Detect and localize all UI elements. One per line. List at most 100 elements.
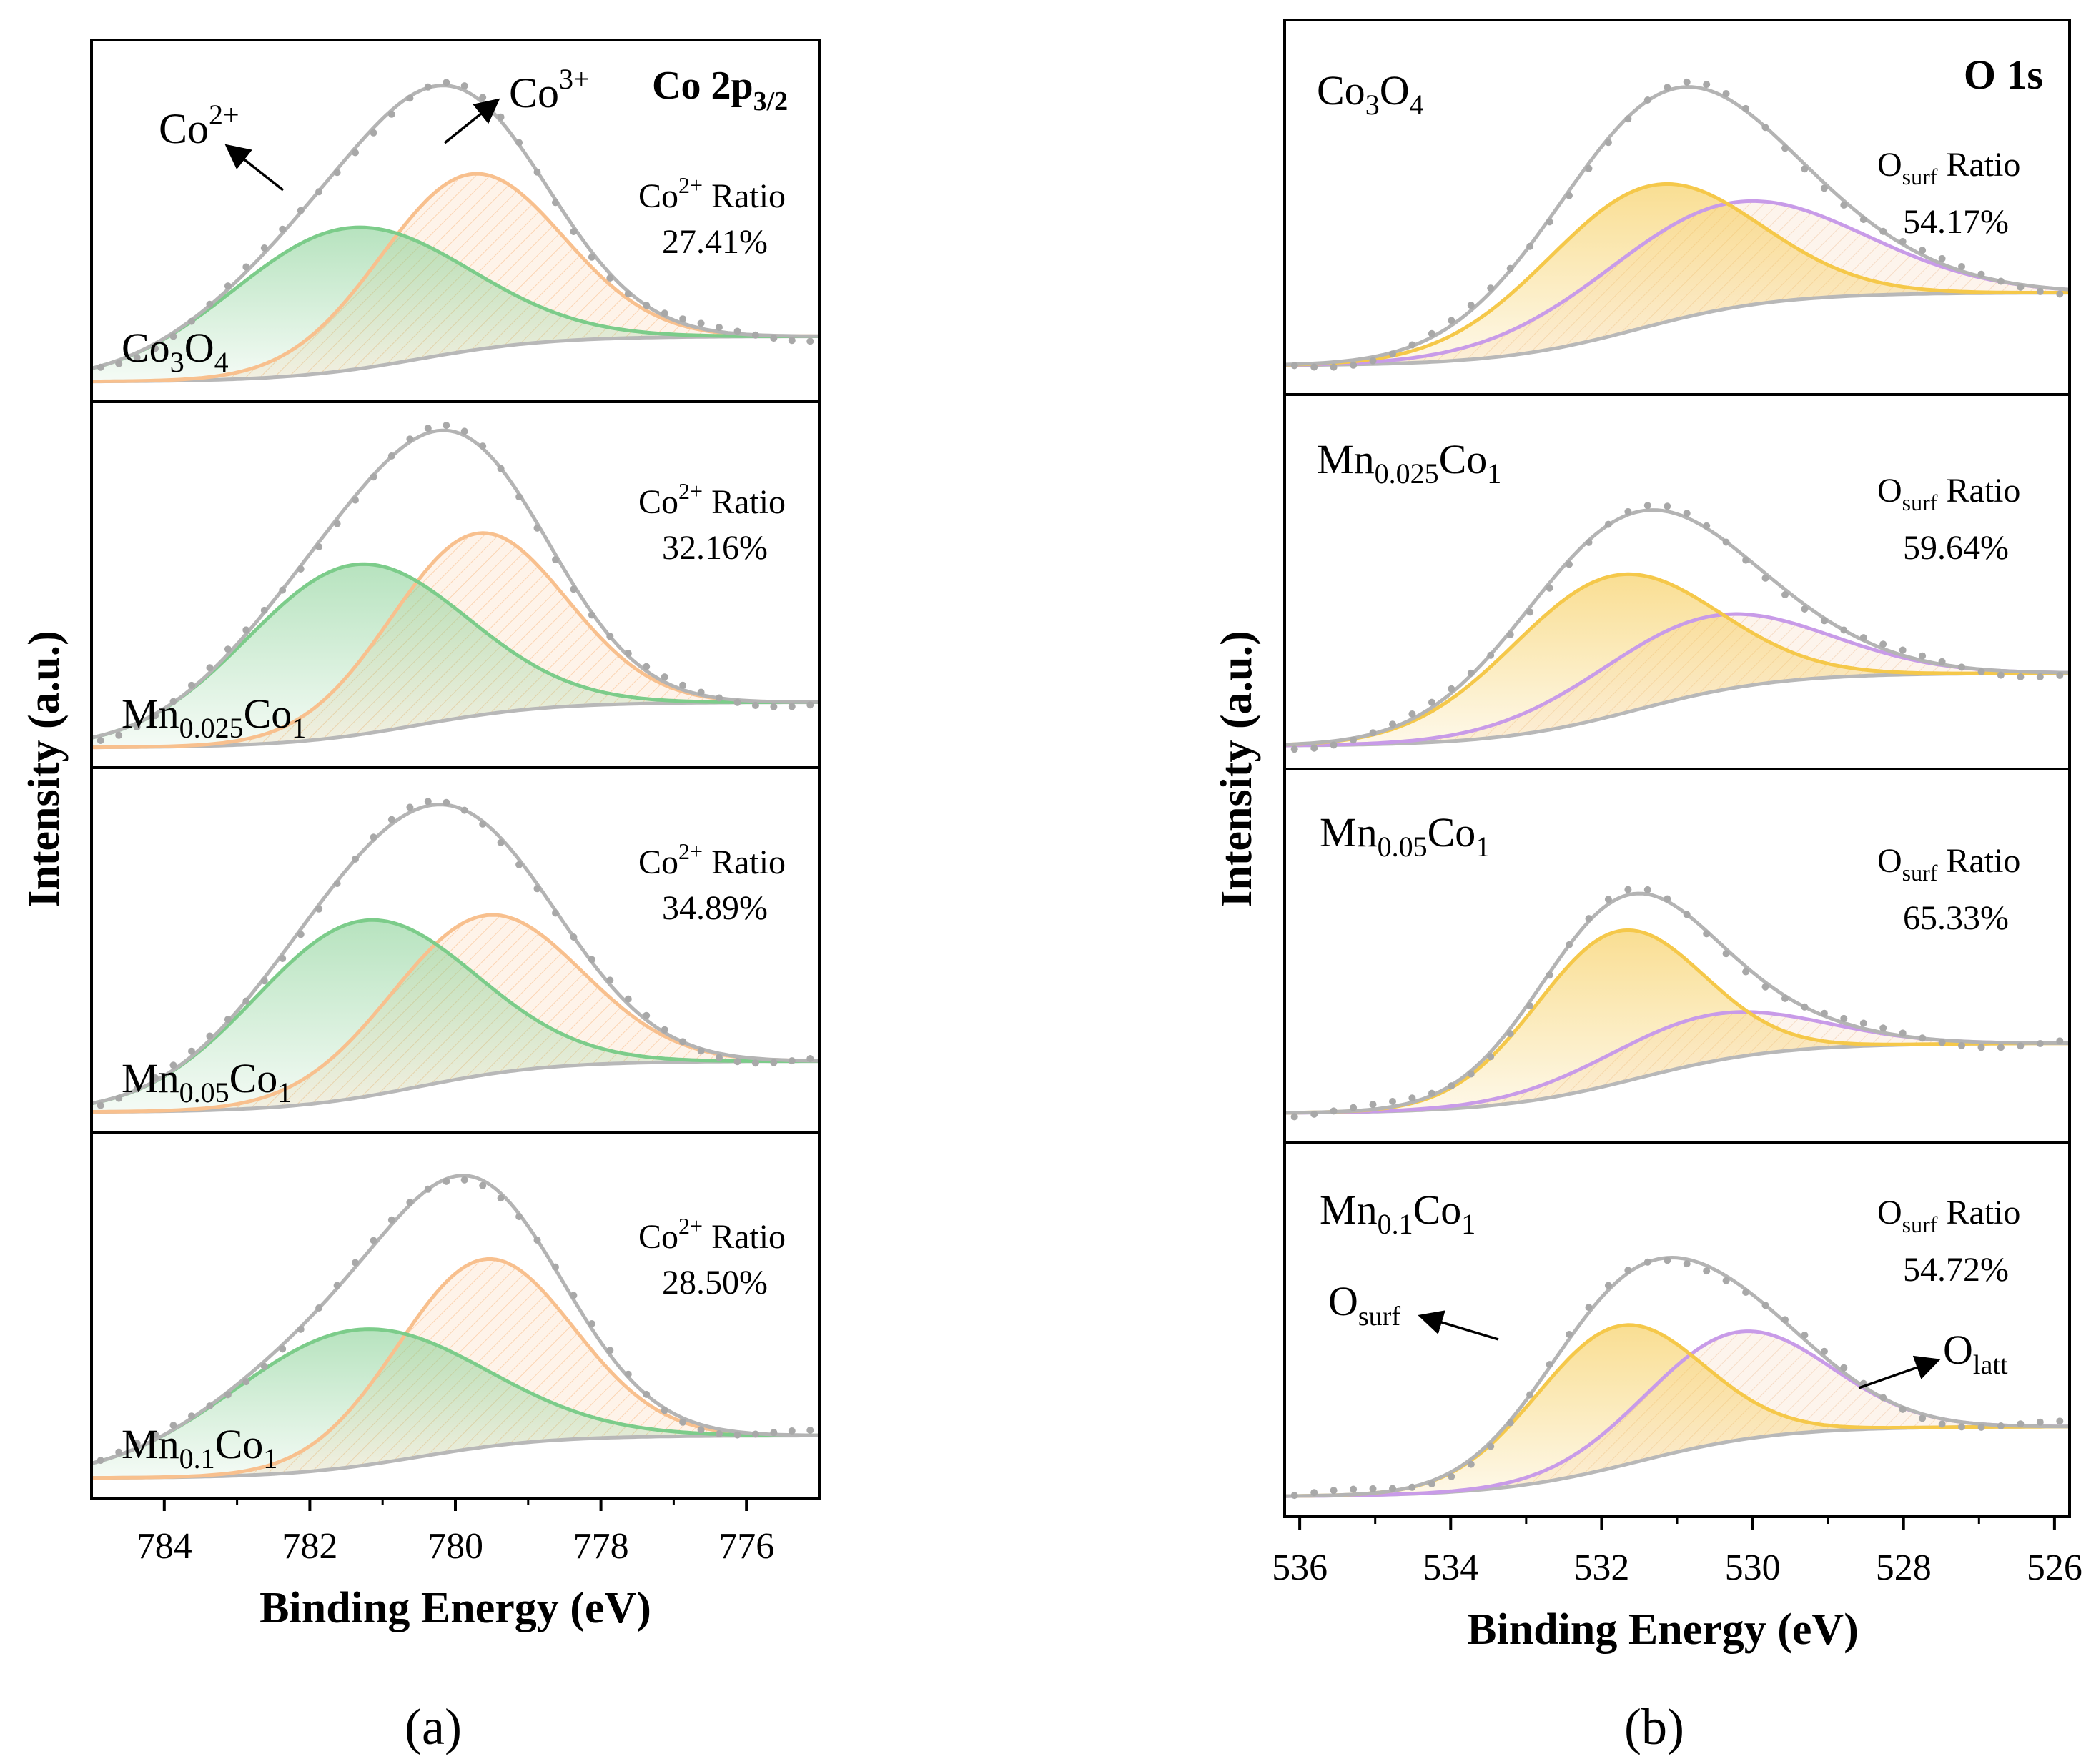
data-point	[1879, 227, 1887, 235]
ratio-value: 59.64%	[1903, 529, 2009, 567]
data-point	[1546, 218, 1553, 226]
data-point	[497, 838, 505, 846]
data-point	[661, 1407, 668, 1414]
data-point	[1350, 1485, 1358, 1493]
data-point	[1664, 84, 1671, 91]
data-point	[1624, 1267, 1632, 1274]
data-point	[1428, 1089, 1435, 1097]
data-point	[679, 681, 687, 689]
data-point	[1820, 1009, 1828, 1017]
data-point	[1761, 1302, 1769, 1309]
peak1-line	[91, 918, 819, 1106]
data-point	[133, 723, 141, 731]
data-point	[2056, 1037, 2064, 1045]
sample-label-mn0025co1: Mn0.025Co1	[122, 690, 306, 744]
data-point	[1369, 729, 1377, 737]
data-point	[716, 1054, 723, 1061]
data-point	[206, 1402, 214, 1410]
olatt-peak-label: Olatt	[1943, 1327, 2008, 1380]
data-point	[770, 703, 778, 710]
peak2-line	[1284, 199, 2070, 367]
peak1-area	[92, 920, 819, 1112]
co3-arrow	[443, 98, 500, 144]
x-tick-label: 530	[1725, 1547, 1781, 1588]
panel-a-annotations: Co3O4 Mn0.025Co1 Mn0.05Co1 Mn0.1Co1 Co2+…	[122, 172, 786, 1475]
data-point	[297, 931, 305, 938]
data-point	[479, 820, 487, 828]
peak1-area	[92, 564, 819, 748]
data-point	[806, 1055, 814, 1062]
panel-a-x-ticks: 784 782 780 778 776	[137, 1498, 774, 1567]
x-tick-label: 534	[1423, 1547, 1478, 1588]
data-point	[1624, 507, 1632, 515]
data-point	[2036, 1040, 2044, 1047]
data-point	[1506, 630, 1514, 638]
ratio-label: Osurf Ratio	[1877, 842, 2020, 886]
data-point	[1722, 1277, 1730, 1284]
panel-a-ylabel: Intensity (a.u.)	[20, 630, 69, 908]
data-point	[697, 1047, 705, 1055]
data-point	[1958, 1423, 1965, 1431]
data-point	[515, 493, 523, 501]
ratio-label: Osurf Ratio	[1877, 472, 2020, 515]
data-point	[1330, 363, 1338, 371]
data-point	[443, 1177, 450, 1185]
data-point	[1938, 1420, 1946, 1428]
data-point	[533, 1237, 541, 1244]
data-point	[242, 263, 250, 271]
data-point	[1369, 357, 1377, 365]
data-point	[1408, 341, 1416, 349]
data-point	[460, 427, 468, 435]
data-point	[1820, 1347, 1828, 1355]
data-point	[2056, 290, 2064, 298]
data-point	[1526, 608, 1534, 616]
data-point	[206, 1032, 214, 1040]
data-point	[333, 520, 341, 527]
data-point	[1428, 329, 1435, 337]
data-point	[1919, 1034, 1927, 1042]
data-point	[206, 664, 214, 672]
sample-label-mn005co1: Mn0.05Co1	[122, 1055, 292, 1109]
data-point	[1761, 124, 1769, 132]
data-point	[1566, 941, 1573, 948]
data-point	[188, 1047, 195, 1055]
panel-b: 536 534 532 530 528 526 O 1s Osurf Olatt Co3O…	[1212, 19, 2082, 1755]
peak1-area	[1285, 184, 2070, 365]
data-point	[169, 698, 177, 705]
data-point	[552, 199, 559, 207]
data-point	[297, 207, 305, 214]
data-point	[424, 798, 432, 806]
data-point	[1742, 104, 1750, 112]
peak1-area	[92, 1329, 819, 1478]
data-point	[697, 319, 705, 327]
data-point	[624, 290, 632, 298]
data-point	[224, 282, 232, 290]
data-point	[152, 712, 159, 720]
data-point	[552, 909, 559, 917]
data-point	[152, 1074, 159, 1081]
panel-a: 784 782 780 778 776 Co 2p3/2 Co2+ Co3+ Co3O4…	[20, 39, 821, 1755]
data-point	[1369, 1101, 1377, 1109]
data-point	[424, 83, 432, 91]
data-point	[279, 225, 287, 233]
data-point	[588, 253, 595, 261]
data-point	[1801, 1003, 1809, 1011]
data-point	[115, 360, 123, 367]
data-point	[1467, 1460, 1475, 1468]
panel-b-title: O 1s	[1964, 51, 2043, 98]
data-point	[2056, 672, 2064, 679]
data-point	[315, 188, 323, 196]
ratio-value: 54.17%	[1903, 203, 2009, 241]
data-point	[1879, 640, 1887, 648]
peak1-area	[92, 227, 819, 382]
data-point	[1310, 1489, 1318, 1497]
panel-a-label: (a)	[405, 1698, 462, 1755]
data-point	[1487, 651, 1495, 659]
data-point	[279, 955, 287, 962]
data-point	[788, 703, 796, 710]
data-point	[1585, 915, 1593, 923]
data-point	[570, 1292, 578, 1299]
data-point	[1801, 165, 1809, 173]
data-point	[1408, 710, 1416, 718]
